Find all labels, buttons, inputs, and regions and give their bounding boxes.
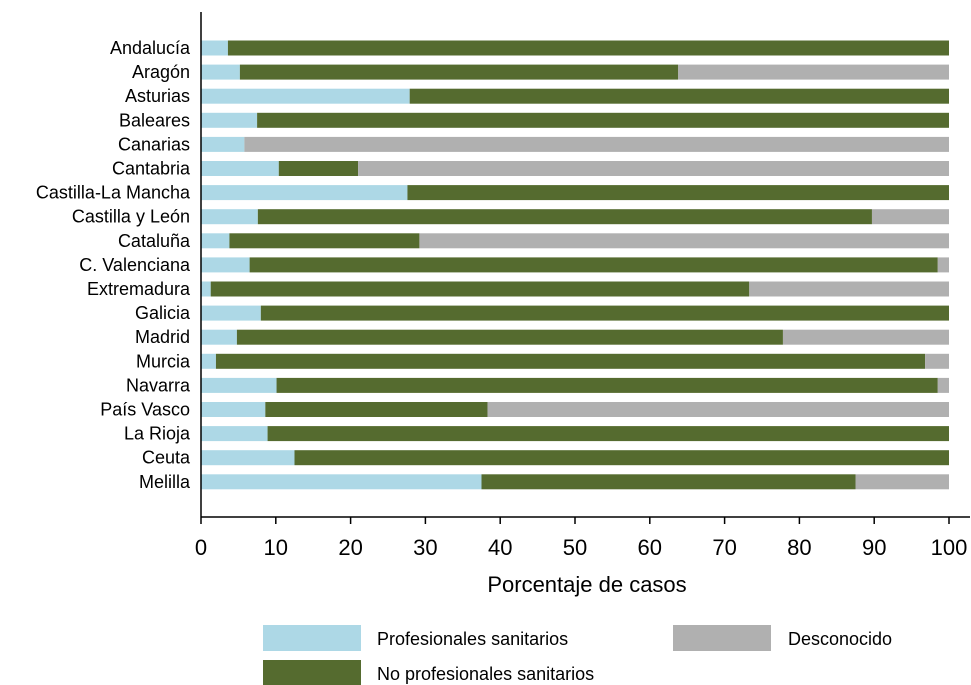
category-label-galicia: Galicia: [135, 303, 191, 323]
x-tick-label-60: 60: [638, 535, 662, 560]
category-label-melilla: Melilla: [139, 472, 191, 492]
category-labels: Andalucía Aragón Asturias Baleares Canarias C…: [36, 38, 191, 492]
x-tick-label-10: 10: [264, 535, 288, 560]
legend-swatch-profesionales-sanitarios: [263, 625, 361, 651]
bar-pais-vasco-desconocido: [487, 402, 949, 417]
bar-cantabria-desconocido: [358, 161, 950, 176]
bar-aragon-profesionales-sanitarios: [201, 64, 240, 80]
bar-madrid-desconocido: [782, 329, 949, 345]
category-label-castilla-la-mancha: Castilla-La Mancha: [36, 183, 191, 203]
category-label-baleares: Baleares: [119, 110, 190, 130]
bar-asturias-profesionales-sanitarios: [201, 88, 410, 104]
bar-melilla-no-profesionales-sanitarios: [481, 474, 856, 490]
bar-cataluna-desconocido: [419, 233, 949, 249]
bar-melilla-desconocido: [855, 474, 949, 490]
bar-cantabria-profesionales-sanitarios: [201, 161, 279, 176]
bar-galicia-no-profesionales-sanitarios: [260, 305, 950, 321]
x-axis-title: Porcentaje de casos: [487, 572, 686, 597]
x-tick-label-0: 0: [195, 535, 207, 560]
bar-madrid-profesionales-sanitarios: [201, 329, 237, 345]
bar-cataluna-no-profesionales-sanitarios: [229, 233, 420, 249]
bar-cataluna-profesionales-sanitarios: [201, 233, 230, 249]
bar-c-valenciana-desconocido: [937, 257, 949, 273]
legend-label-no-profesionales-sanitarios: No profesionales sanitarios: [377, 664, 594, 684]
bar-canarias-desconocido: [244, 136, 949, 152]
bar-cantabria-no-profesionales-sanitarios: [278, 161, 359, 176]
bar-melilla-profesionales-sanitarios: [201, 474, 482, 490]
category-label-cataluna: Cataluña: [118, 231, 191, 251]
category-label-asturias: Asturias: [125, 86, 190, 106]
bar-murcia-no-profesionales-sanitarios: [215, 353, 926, 369]
x-tick-label-20: 20: [338, 535, 362, 560]
category-label-extremadura: Extremadura: [87, 279, 191, 299]
bars-group: [201, 40, 950, 490]
bar-castilla-y-leon-no-profesionales-sanitarios: [257, 209, 872, 225]
bar-c-valenciana-no-profesionales-sanitarios: [249, 257, 938, 273]
bar-la-rioja-no-profesionales-sanitarios: [267, 426, 949, 442]
category-label-castilla-y-leon: Castilla y León: [72, 207, 190, 227]
x-tick-label-80: 80: [787, 535, 811, 560]
legend-label-profesionales-sanitarios: Profesionales sanitarios: [377, 629, 568, 649]
category-label-aragon: Aragón: [132, 62, 190, 82]
bar-castilla-y-leon-profesionales-sanitarios: [201, 209, 258, 225]
category-label-cantabria: Cantabria: [112, 159, 191, 179]
x-tick-label-70: 70: [712, 535, 736, 560]
category-label-pais-vasco: País Vasco: [100, 400, 190, 420]
category-label-navarra: Navarra: [126, 375, 191, 395]
legend-label-desconocido: Desconocido: [788, 629, 892, 649]
legend-swatch-no-profesionales-sanitarios: [263, 660, 361, 685]
bar-castilla-y-leon-desconocido: [871, 209, 949, 225]
bar-aragon-desconocido: [678, 64, 949, 80]
bar-navarra-desconocido: [937, 377, 949, 393]
bar-galicia-profesionales-sanitarios: [201, 305, 261, 321]
bar-pais-vasco-no-profesionales-sanitarios: [265, 402, 488, 417]
x-tick-label-30: 30: [413, 535, 437, 560]
x-tick-label-50: 50: [563, 535, 587, 560]
category-label-ceuta: Ceuta: [142, 448, 191, 468]
bar-extremadura-desconocido: [749, 281, 949, 297]
bar-ceuta-no-profesionales-sanitarios: [294, 450, 949, 466]
bar-murcia-profesionales-sanitarios: [201, 353, 216, 369]
bar-andalucia-no-profesionales-sanitarios: [227, 40, 950, 56]
legend: Profesionales sanitarios Desconocido No pr…: [263, 625, 892, 685]
bar-baleares-no-profesionales-sanitarios: [257, 112, 950, 128]
category-label-murcia: Murcia: [136, 351, 191, 371]
bar-pais-vasco-profesionales-sanitarios: [201, 402, 266, 417]
bar-andalucia-profesionales-sanitarios: [201, 40, 228, 56]
bar-murcia-desconocido: [925, 353, 949, 369]
bar-castilla-la-mancha-no-profesionales-sanitarios: [407, 185, 949, 201]
bar-baleares-profesionales-sanitarios: [201, 112, 258, 128]
x-tick-label-90: 90: [862, 535, 886, 560]
bar-extremadura-no-profesionales-sanitarios: [210, 281, 750, 297]
category-label-la-rioja: La Rioja: [124, 424, 191, 444]
category-label-c-valenciana: C. Valenciana: [79, 255, 191, 275]
x-tick-label-100: 100: [931, 535, 968, 560]
bar-madrid-no-profesionales-sanitarios: [236, 329, 783, 345]
bar-navarra-no-profesionales-sanitarios: [276, 377, 938, 393]
category-label-andalucia: Andalucía: [110, 38, 191, 58]
bar-ceuta-profesionales-sanitarios: [201, 450, 295, 466]
bar-la-rioja-profesionales-sanitarios: [201, 426, 268, 442]
category-label-canarias: Canarias: [118, 134, 190, 154]
bar-castilla-la-mancha-profesionales-sanitarios: [201, 185, 408, 201]
bar-navarra-profesionales-sanitarios: [201, 377, 277, 393]
category-label-madrid: Madrid: [135, 327, 190, 347]
bar-asturias-no-profesionales-sanitarios: [409, 88, 949, 104]
x-ticks: 0 10 20 30 40 50 60 70 80 90 100: [195, 517, 967, 560]
bar-c-valenciana-profesionales-sanitarios: [201, 257, 250, 273]
bar-canarias-profesionales-sanitarios: [201, 136, 245, 152]
bar-extremadura-profesionales-sanitarios: [201, 281, 211, 297]
bar-aragon-no-profesionales-sanitarios: [239, 64, 679, 80]
legend-swatch-desconocido: [673, 625, 771, 651]
x-tick-label-40: 40: [488, 535, 512, 560]
